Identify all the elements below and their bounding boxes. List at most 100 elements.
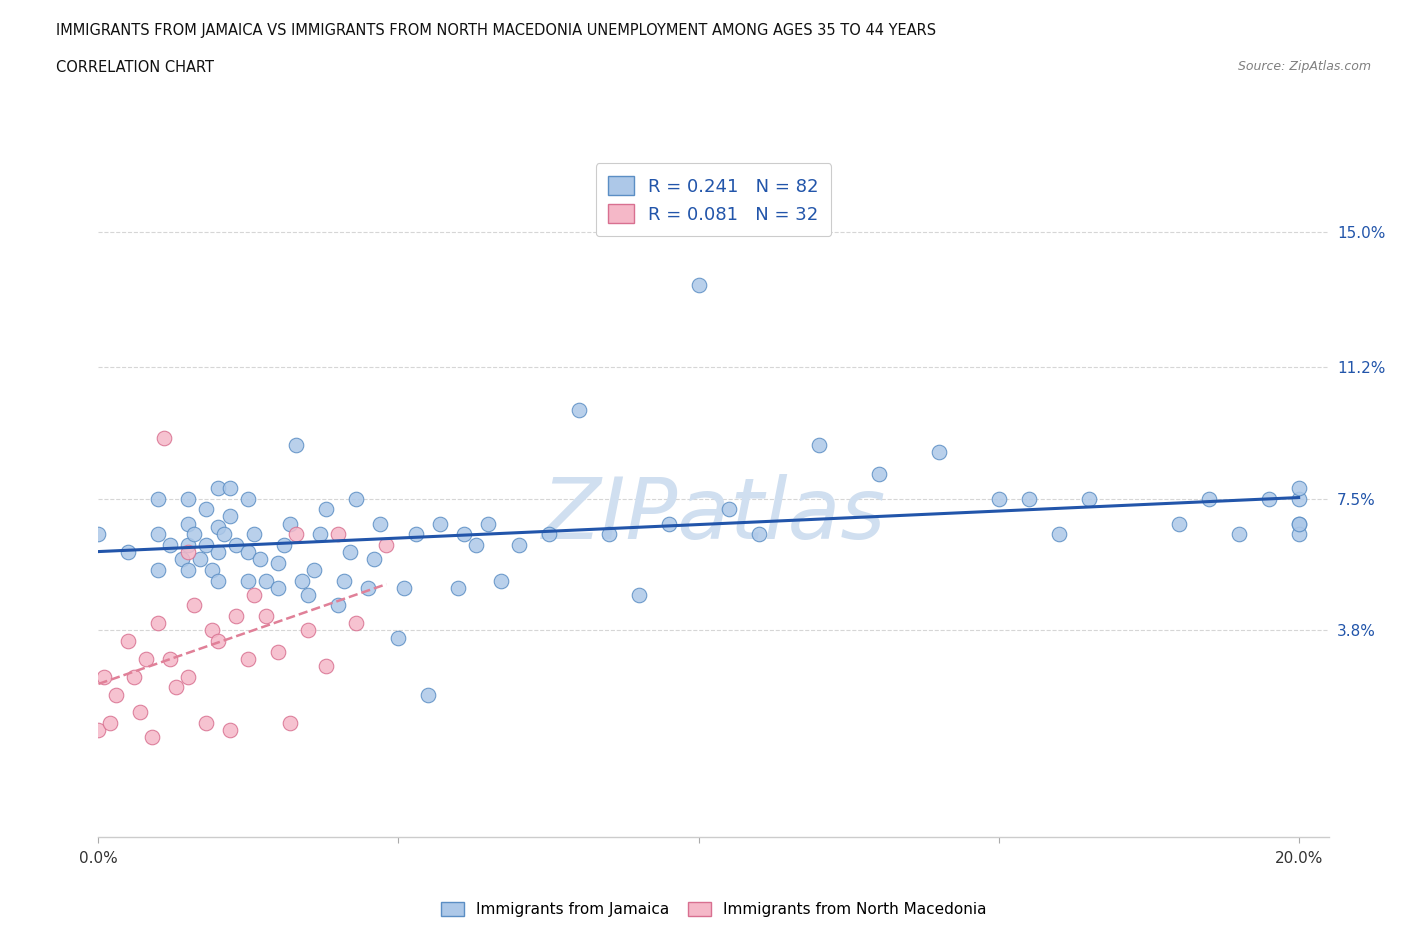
Point (333, 573, 356, 588)
Point (465, 538, 488, 552)
Point (165, 680, 187, 695)
Point (177, 563, 200, 578)
Point (238, 652, 260, 667)
Point (207, 573, 229, 588)
Point (447, 580, 470, 595)
Point (387, 631, 409, 645)
Point (135, 652, 157, 667)
Point (339, 545, 361, 560)
Point (148, 491, 170, 506)
Point (129, 705, 152, 720)
Point (928, 445, 950, 459)
Point (405, 526, 427, 541)
Text: CORRELATION CHART: CORRELATION CHART (56, 60, 214, 75)
Point (346, 491, 368, 506)
Point (87, 723, 110, 737)
Point (291, 573, 314, 588)
Point (1077, 491, 1099, 506)
Point (177, 670, 200, 684)
Point (1198, 491, 1220, 506)
Point (868, 466, 890, 481)
Point (124, 670, 146, 684)
Point (717, 502, 740, 517)
Point (1288, 481, 1310, 496)
Point (267, 555, 290, 570)
Point (207, 633, 229, 648)
Point (177, 491, 200, 506)
Point (1288, 491, 1310, 506)
Point (201, 563, 224, 578)
Point (207, 545, 229, 560)
Point (177, 538, 200, 552)
Point (688, 277, 710, 292)
Point (297, 588, 319, 603)
Point (267, 580, 290, 595)
Point (183, 526, 205, 541)
Point (207, 520, 229, 535)
Point (1288, 516, 1310, 531)
Point (315, 658, 337, 673)
Point (148, 616, 170, 631)
Point (225, 609, 247, 624)
Point (219, 723, 242, 737)
Point (1167, 516, 1189, 531)
Point (508, 538, 530, 552)
Point (297, 623, 319, 638)
Point (141, 730, 163, 745)
Point (249, 551, 271, 566)
Point (117, 633, 139, 648)
Point (1257, 491, 1279, 506)
Point (304, 563, 326, 578)
Point (177, 545, 200, 560)
Point (477, 516, 499, 531)
Point (207, 481, 229, 496)
Point (328, 598, 350, 613)
Point (219, 481, 242, 496)
Point (1288, 526, 1310, 541)
Point (219, 509, 242, 524)
Point (346, 616, 368, 631)
Point (987, 491, 1010, 506)
Point (285, 526, 308, 541)
Point (243, 588, 266, 603)
Point (273, 538, 295, 552)
Point (489, 573, 512, 588)
Point (627, 588, 650, 603)
Point (201, 623, 224, 638)
Point (363, 551, 385, 566)
Point (748, 526, 770, 541)
Point (1047, 526, 1070, 541)
Point (93, 670, 115, 684)
Point (537, 526, 560, 541)
Point (280, 715, 302, 730)
Legend: Immigrants from Jamaica, Immigrants from North Macedonia: Immigrants from Jamaica, Immigrants from… (434, 896, 993, 923)
Point (657, 516, 679, 531)
Point (238, 491, 260, 506)
Point (148, 563, 170, 578)
Point (256, 573, 278, 588)
Point (453, 526, 475, 541)
Text: IMMIGRANTS FROM JAMAICA VS IMMIGRANTS FROM NORTH MACEDONIA UNEMPLOYMENT AMONG AG: IMMIGRANTS FROM JAMAICA VS IMMIGRANTS FR… (56, 23, 936, 38)
Point (238, 545, 260, 560)
Point (105, 687, 128, 702)
Point (567, 402, 589, 417)
Point (214, 526, 236, 541)
Point (117, 545, 139, 560)
Point (280, 516, 302, 531)
Point (418, 687, 440, 702)
Point (225, 538, 247, 552)
Point (87, 526, 110, 541)
Point (238, 573, 260, 588)
Point (148, 526, 170, 541)
Point (153, 431, 176, 445)
Point (172, 551, 194, 566)
Point (159, 538, 181, 552)
Text: Source: ZipAtlas.com: Source: ZipAtlas.com (1237, 60, 1371, 73)
Point (195, 715, 218, 730)
Point (357, 580, 380, 595)
Point (315, 502, 337, 517)
Point (1227, 526, 1250, 541)
Point (177, 516, 200, 531)
Point (195, 502, 218, 517)
Point (309, 526, 332, 541)
